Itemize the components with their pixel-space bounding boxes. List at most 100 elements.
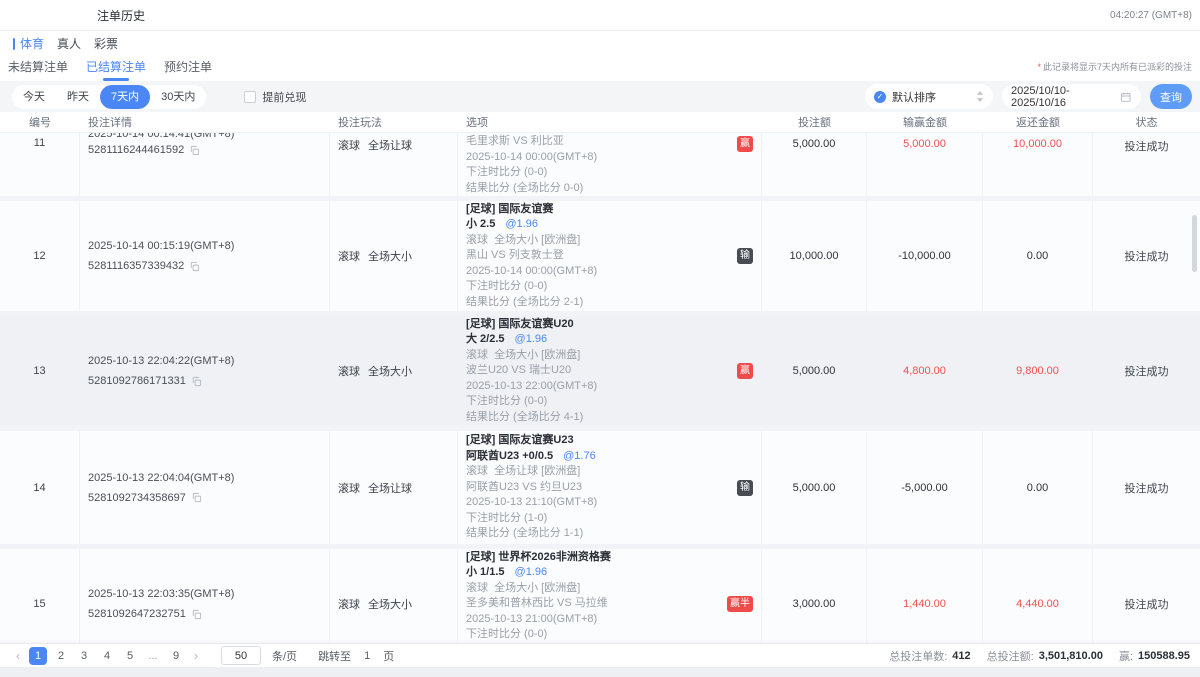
order-number: 5281092734358697 xyxy=(88,491,186,504)
option-teams: 阿联酋U23 VS 约旦U23 xyxy=(466,480,583,493)
play-name: 全场让球 xyxy=(368,482,412,495)
page-button-5[interactable]: 5 xyxy=(126,649,134,662)
filter-bar: 今天 昨天 7天内 30天内 提前兑现 默认排序 2025/10/10-2025… xyxy=(0,81,1200,112)
page-title: 注单历史 xyxy=(97,8,146,23)
tab-sports[interactable]: 体育 xyxy=(20,37,45,51)
table-header: 编号 投注详情 投注玩法 选项 投注额 输赢金额 返还金额 状态 xyxy=(0,112,1200,133)
page-unit-label: 页 xyxy=(383,650,395,663)
play-type: 滚球 xyxy=(338,599,360,611)
cashout-checkbox[interactable] xyxy=(244,90,257,103)
option-match-time: 2025-10-14 00:00(GMT+8) xyxy=(466,150,598,163)
vertical-scrollbar[interactable] xyxy=(1192,215,1197,272)
notice-text: 此记录将显示7天内所有已派彩的投注 xyxy=(1042,62,1192,72)
row-option-cell: 毛里求斯 VS 利比亚 2025-10-14 00:00(GMT+8) 下注时比… xyxy=(458,133,762,196)
sort-select[interactable]: 默认排序 xyxy=(865,84,993,109)
page-ellipsis: ... xyxy=(148,649,158,662)
order-number: 5281092786171331 xyxy=(88,375,186,387)
category-tabs: 体育 真人 彩票 xyxy=(0,31,1200,56)
stake-amount: 10,000.00 xyxy=(762,201,867,311)
page-button-2[interactable]: 2 xyxy=(57,649,65,662)
row-detail-cell: 2025-10-13 22:04:04(GMT+8) 5281092734358… xyxy=(80,431,330,544)
chevron-left-icon[interactable]: ‹ xyxy=(15,648,21,663)
page-button-9[interactable]: 9 xyxy=(172,649,180,662)
option-score-at-bet: 下注时比分 (1-0) xyxy=(466,511,548,524)
table-row: 11 2025-10-14 00:14:41(GMT+8) 5281116244… xyxy=(0,133,1200,196)
row-option-cell: [足球] 国际友谊赛U20 大 2/2.5 @1.96 滚球 全场大小 [欧洲盘]… xyxy=(458,316,762,426)
date-range-input[interactable]: 2025/10/10-2025/10/16 xyxy=(1002,84,1141,109)
tab-unsettled[interactable]: 未结算注单 xyxy=(8,60,69,74)
option-play-detail: 滚球 全场让球 [欧洲盘] xyxy=(466,465,581,478)
option-teams: 黑山 VS 列支敦士登 xyxy=(466,249,564,262)
cashout-filter[interactable]: 提前兑现 xyxy=(244,89,306,105)
order-number: 5281092647232751 xyxy=(88,608,186,620)
winloss-amount: 5,000.00 xyxy=(867,133,983,196)
header-stake: 投注额 xyxy=(798,117,831,129)
tab-live[interactable]: 真人 xyxy=(57,37,82,51)
order-number: 5281116244461592 xyxy=(88,144,185,156)
cashout-label: 提前兑现 xyxy=(262,91,307,104)
chevron-right-icon[interactable]: › xyxy=(193,648,199,663)
option-score-at-bet: 下注时比分 (0-0) xyxy=(466,628,548,641)
option-league: [足球] 世界杯2026非洲资格赛 xyxy=(466,550,611,563)
winloss-amount: -10,000.00 xyxy=(867,201,983,311)
stake-amount: 5,000.00 xyxy=(762,431,867,544)
page-button-3[interactable]: 3 xyxy=(80,649,88,662)
row-id: 11 xyxy=(0,133,80,196)
option-selection: 大 2/2.5 xyxy=(466,333,505,346)
bet-time: 2025-10-13 22:03:35(GMT+8) xyxy=(88,588,235,600)
sort-selected-value: 默认排序 xyxy=(892,91,936,104)
copy-icon[interactable] xyxy=(191,492,202,503)
option-teams: 毛里求斯 VS 利比亚 xyxy=(466,135,564,147)
tab-lottery[interactable]: 彩票 xyxy=(94,37,119,51)
status-tabs: 未结算注单 已结算注单 预约注单 * 此记录将显示7天内所有已派彩的投注 xyxy=(0,56,1200,81)
search-button[interactable]: 查询 xyxy=(1150,84,1192,109)
row-id: 14 xyxy=(0,431,80,544)
tab-reserved[interactable]: 预约注单 xyxy=(164,60,213,74)
pagination: ‹ 1 2 3 4 5 ... 9 › 条/页 跳转至 1 页 xyxy=(0,646,394,665)
option-league: [足球] 国际友谊赛U20 xyxy=(466,317,574,330)
option-score-at-bet: 下注时比分 (0-0) xyxy=(466,166,548,178)
row-id: 12 xyxy=(0,201,80,311)
range-30days-button[interactable]: 30天内 xyxy=(161,90,196,103)
option-league: [足球] 国际友谊赛 xyxy=(466,202,554,215)
option-selection: 小 2.5 xyxy=(466,218,496,231)
option-odds: @1.96 xyxy=(514,566,548,579)
copy-icon[interactable] xyxy=(189,261,200,272)
row-detail-cell: 2025-10-14 00:15:19(GMT+8) 5281116357339… xyxy=(80,201,330,311)
result-badge: 输 xyxy=(737,479,753,496)
record-notice: * 此记录将显示7天内所有已派彩的投注 xyxy=(1037,60,1192,73)
jump-page-input[interactable]: 1 xyxy=(364,649,371,662)
range-today-button[interactable]: 今天 xyxy=(23,90,45,103)
row-detail-cell: 2025-10-13 22:03:35(GMT+8) 5281092647232… xyxy=(80,549,330,659)
play-type: 滚球 xyxy=(338,366,360,378)
page-button-4[interactable]: 4 xyxy=(103,649,111,662)
row-option-cell: [足球] 国际友谊赛 小 2.5 @1.96 滚球 全场大小 [欧洲盘] 黑山 V… xyxy=(458,201,762,311)
notice-asterisk: * xyxy=(1037,62,1041,72)
table-row: 14 2025-10-13 22:04:04(GMT+8) 5281092734… xyxy=(0,431,1200,544)
payout-amount: 4,440.00 xyxy=(983,549,1093,659)
play-type: 滚球 xyxy=(338,140,360,152)
tab-settled[interactable]: 已结算注单 xyxy=(86,58,146,81)
header-play: 投注玩法 xyxy=(338,117,382,129)
option-play-detail: 滚球 全场大小 [欧洲盘] xyxy=(466,348,581,361)
row-option-cell: [足球] 国际友谊赛U23 阿联酋U23 +0/0.5 @1.76 滚球 全场让球… xyxy=(458,431,762,544)
winloss-amount: 4,800.00 xyxy=(867,316,983,426)
total-win: 赢: 150588.95 xyxy=(1118,649,1190,663)
copy-icon[interactable] xyxy=(191,609,202,620)
row-id: 15 xyxy=(0,549,80,659)
range-yesterday-button[interactable]: 昨天 xyxy=(67,90,89,103)
option-odds: @1.96 xyxy=(505,218,538,231)
option-play-detail: 滚球 全场大小 [欧洲盘] xyxy=(466,233,581,246)
header-status: 状态 xyxy=(1135,117,1158,129)
per-page-label: 条/页 xyxy=(272,650,298,663)
result-badge: 赢 xyxy=(737,363,753,379)
page-size-input[interactable] xyxy=(221,646,261,665)
copy-icon[interactable] xyxy=(189,145,200,156)
option-final-score: 结果比分 (全场比分 2-1) xyxy=(466,295,584,308)
range-7days-button[interactable]: 7天内 xyxy=(100,84,151,109)
page-button-1[interactable]: 1 xyxy=(29,646,47,665)
bet-status: 投注成功 xyxy=(1124,141,1169,153)
bottom-strip xyxy=(0,667,1200,677)
play-type: 滚球 xyxy=(338,251,360,263)
copy-icon[interactable] xyxy=(191,376,202,387)
